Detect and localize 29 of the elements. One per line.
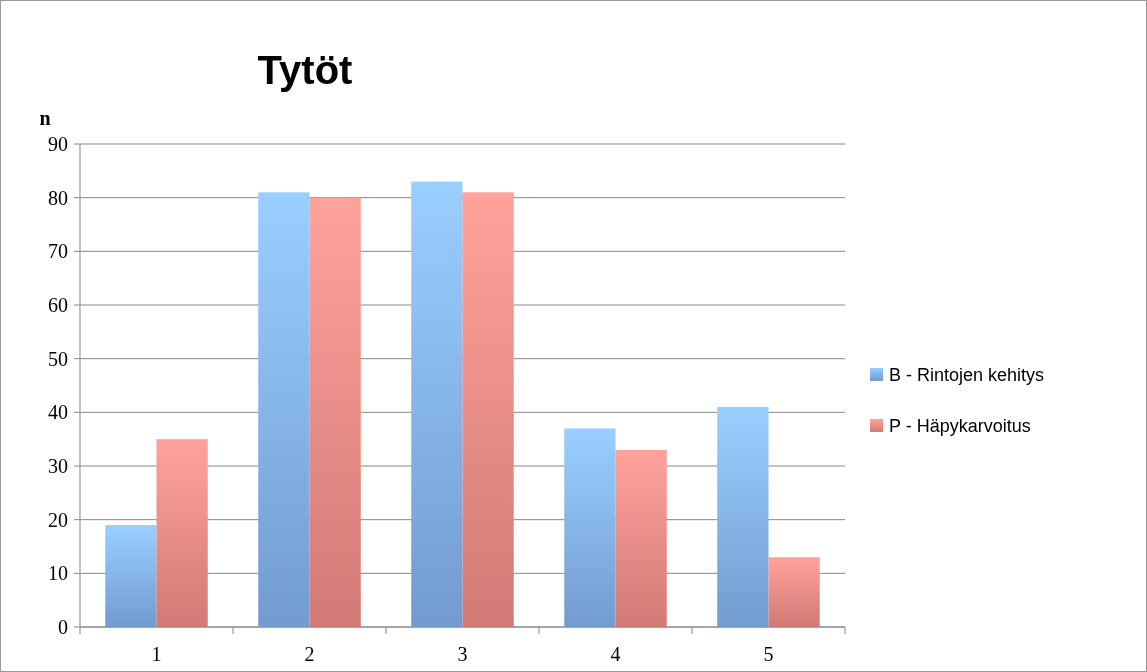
y-tick-label: 50: [48, 347, 68, 370]
bar: [615, 449, 667, 627]
y-tick-label: 90: [48, 133, 68, 155]
x-tick-label: 4: [610, 643, 621, 665]
legend-label: B - Rintojen kehitys: [889, 365, 1045, 386]
chart-title: Tytöt: [257, 48, 353, 92]
bar: [156, 439, 208, 627]
bar: [258, 192, 310, 627]
bar: [564, 428, 616, 627]
legend-label: P - Häpykarvoitus: [889, 416, 1031, 437]
y-tick-label: 30: [48, 455, 68, 477]
x-tick-label: 1: [151, 643, 162, 665]
y-tick-label: 40: [48, 401, 68, 424]
bar: [411, 181, 463, 627]
y-tick-label: 70: [48, 240, 68, 263]
y-tick-label: 60: [48, 294, 68, 316]
bar: [717, 406, 769, 627]
y-axis-title: n: [39, 107, 51, 129]
bar: [462, 192, 514, 627]
bar: [105, 525, 157, 627]
bar: [768, 557, 820, 627]
y-tick-label: 80: [48, 186, 68, 209]
x-tick-label: 2: [304, 643, 315, 665]
x-tick-label: 5: [763, 643, 774, 665]
y-tick-label: 0: [58, 616, 68, 638]
bar: [309, 197, 361, 627]
x-tick-label: 3: [457, 643, 468, 665]
y-tick-label: 10: [48, 562, 68, 585]
y-tick-label: 20: [48, 508, 68, 531]
